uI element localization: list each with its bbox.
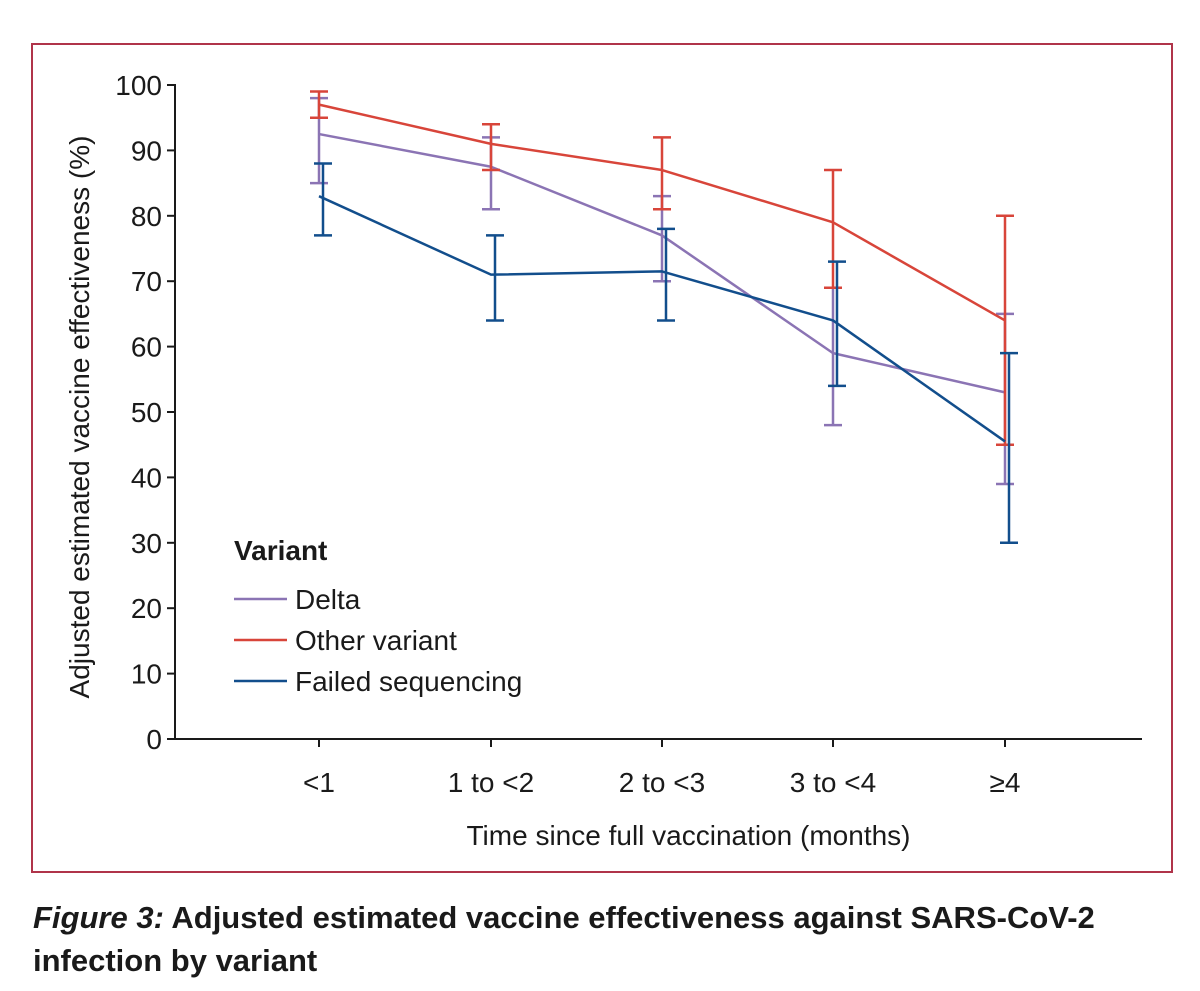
- x-tick-label: <1: [303, 767, 335, 798]
- series-failed-sequencing: [314, 162, 1018, 545]
- y-tick-label: 20: [131, 593, 162, 624]
- legend-label: Failed sequencing: [295, 666, 522, 697]
- legend-item-failed-sequencing: Failed sequencing: [234, 666, 522, 697]
- series-delta: [310, 96, 1014, 486]
- legend-item-other-variant: Other variant: [234, 625, 457, 656]
- y-tick-label: 40: [131, 462, 162, 493]
- x-tick-label: 3 to <4: [790, 767, 876, 798]
- y-tick-label: 50: [131, 397, 162, 428]
- y-tick-label: 90: [131, 135, 162, 166]
- vaccine-effectiveness-chart: 0 10 20 30 40 50 60 70 80 90 100 <1 1 to <2 2 to <3 3 …: [64, 70, 1142, 851]
- y-tick-label: 80: [131, 201, 162, 232]
- series-other-variant: [310, 90, 1014, 446]
- figure-frame: [31, 43, 1173, 873]
- figure-label: Figure 3:: [33, 900, 164, 935]
- caption-text: Adjusted estimated vaccine effectiveness…: [33, 900, 1095, 978]
- x-tick-label: 2 to <3: [619, 767, 705, 798]
- y-tick-label: 60: [131, 332, 162, 363]
- plot-area: [310, 90, 1018, 545]
- axes: 0 10 20 30 40 50 60 70 80 90 100 <1 1 to <2 2 to <3 3 …: [64, 70, 1142, 851]
- x-tick-label: ≥4: [990, 767, 1021, 798]
- y-tick-label: 100: [115, 70, 162, 101]
- legend: Variant Delta Other variant Failed sequenci…: [234, 535, 522, 697]
- legend-item-delta: Delta: [234, 584, 361, 615]
- legend-label: Other variant: [295, 625, 457, 656]
- x-tick-label: 1 to <2: [448, 767, 534, 798]
- figure-caption: Figure 3: Adjusted estimated vaccine eff…: [33, 896, 1163, 982]
- y-axis-title: Adjusted estimated vaccine effectiveness…: [64, 136, 95, 699]
- legend-title: Variant: [234, 535, 327, 566]
- legend-label: Delta: [295, 584, 361, 615]
- y-tick-label: 10: [131, 659, 162, 690]
- y-tick-label: 30: [131, 528, 162, 559]
- x-axis-title: Time since full vaccination (months): [466, 820, 910, 851]
- y-tick-label: 0: [146, 724, 162, 755]
- y-tick-label: 70: [131, 266, 162, 297]
